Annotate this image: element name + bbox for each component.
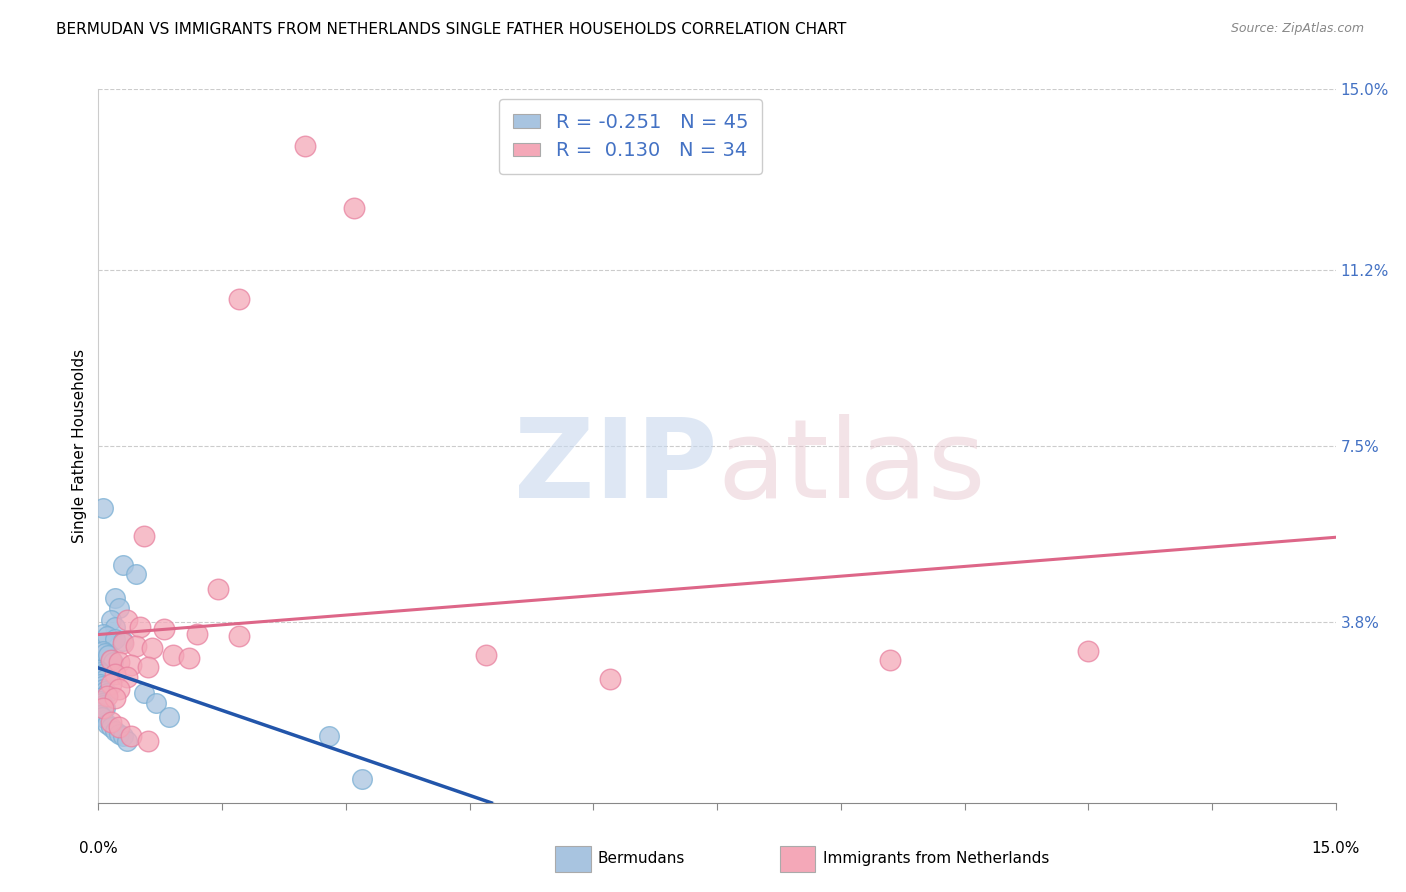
Point [108, 720, 131, 734]
Point [343, 201, 366, 215]
Point [91, 627, 114, 641]
Point [124, 639, 146, 653]
Point [104, 632, 127, 646]
Point [153, 622, 176, 636]
Point [94, 646, 117, 660]
Point [117, 670, 139, 684]
Point [112, 634, 135, 648]
Point [352, 772, 374, 786]
Text: ZIP: ZIP [513, 414, 717, 521]
Point [100, 653, 122, 667]
Point [228, 292, 250, 306]
Text: Immigrants from Netherlands: Immigrants from Netherlands [823, 852, 1049, 866]
Legend: R = -0.251   N = 45, R =  0.130   N = 34: R = -0.251 N = 45, R = 0.130 N = 34 [499, 99, 762, 174]
Point [104, 667, 127, 681]
Point [104, 724, 127, 739]
Text: atlas: atlas [717, 414, 986, 521]
Point [112, 636, 135, 650]
Point [91, 643, 114, 657]
Point [96, 686, 118, 700]
Point [186, 627, 208, 641]
Point [157, 710, 180, 724]
Point [141, 641, 163, 656]
Point [108, 656, 131, 670]
Point [117, 613, 139, 627]
Point [90, 667, 112, 681]
Point [100, 613, 122, 627]
Text: Source: ZipAtlas.com: Source: ZipAtlas.com [1230, 22, 1364, 36]
Point [112, 729, 135, 743]
Point [132, 686, 155, 700]
Point [179, 650, 201, 665]
Point [120, 657, 142, 672]
Point [94, 684, 117, 698]
Point [117, 734, 139, 748]
Point [103, 656, 125, 670]
Point [100, 720, 122, 734]
Point [100, 653, 122, 667]
Point [97, 648, 120, 663]
Text: Bermudans: Bermudans [598, 852, 685, 866]
Text: 15.0%: 15.0% [1312, 841, 1360, 855]
Point [104, 591, 127, 606]
Point [91, 700, 114, 714]
Point [90, 679, 112, 693]
Point [879, 653, 901, 667]
Point [96, 629, 118, 643]
Point [294, 139, 316, 153]
Text: 0.0%: 0.0% [79, 841, 118, 855]
Point [162, 648, 184, 663]
Point [132, 529, 155, 543]
Point [104, 620, 127, 634]
Point [318, 729, 340, 743]
Point [89, 693, 111, 707]
Point [108, 727, 131, 741]
Point [87, 663, 110, 677]
Point [120, 729, 142, 743]
Point [90, 696, 112, 710]
Point [108, 600, 131, 615]
Point [145, 696, 167, 710]
Point [207, 582, 229, 596]
Point [89, 707, 111, 722]
Y-axis label: Single Father Households: Single Father Households [72, 349, 87, 543]
Point [93, 698, 115, 713]
Point [89, 677, 111, 691]
Point [128, 620, 150, 634]
Point [90, 710, 112, 724]
Point [93, 670, 115, 684]
Point [93, 681, 115, 696]
Point [87, 706, 110, 720]
Point [136, 734, 159, 748]
Point [108, 681, 131, 696]
Point [112, 558, 135, 572]
Point [91, 500, 114, 515]
Point [89, 665, 111, 679]
Point [94, 700, 117, 714]
Point [96, 717, 118, 731]
Point [1077, 643, 1099, 657]
Point [96, 689, 118, 703]
Point [104, 691, 127, 706]
Point [599, 672, 621, 686]
Point [87, 691, 110, 706]
Point [124, 567, 146, 582]
Point [475, 648, 498, 663]
Point [100, 714, 122, 729]
Text: BERMUDAN VS IMMIGRANTS FROM NETHERLANDS SINGLE FATHER HOUSEHOLDS CORRELATION CHA: BERMUDAN VS IMMIGRANTS FROM NETHERLANDS … [56, 22, 846, 37]
Point [94, 672, 117, 686]
Point [228, 629, 250, 643]
Point [136, 660, 159, 674]
Point [100, 677, 122, 691]
